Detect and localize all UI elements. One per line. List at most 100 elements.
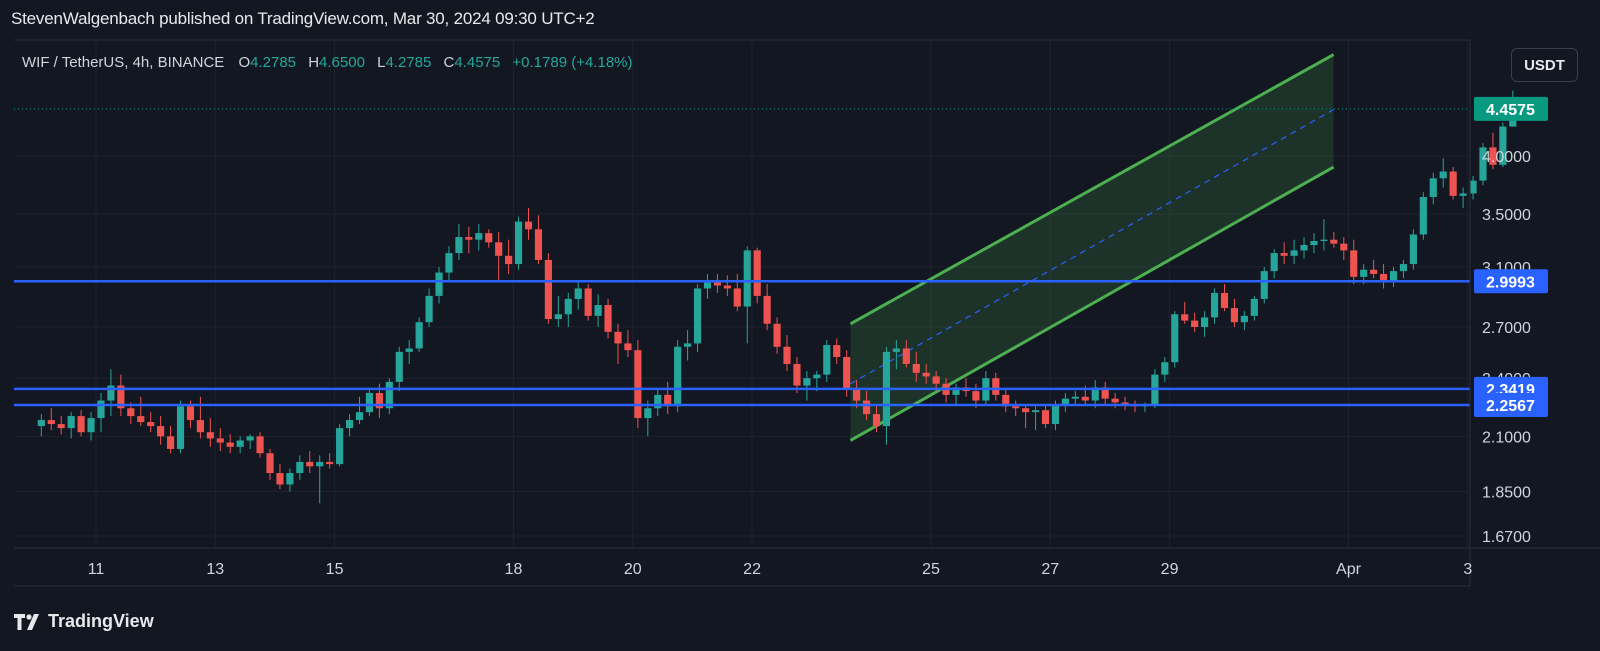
candle-body	[574, 288, 582, 299]
last-price-badge-label: 4.4575	[1486, 102, 1535, 119]
candle-body	[902, 348, 910, 364]
time-axis[interactable]: 11 13 15 18 20 22 25 27 29 Apr 3	[88, 561, 1473, 578]
candle-body	[186, 406, 195, 421]
candles	[37, 90, 1517, 504]
candle-body	[1031, 410, 1040, 413]
legend-high-label: H	[308, 54, 319, 71]
candle-body	[47, 420, 55, 425]
candle-body	[1310, 241, 1318, 245]
price-axis[interactable]: 4.00003.50003.10002.70002.40002.10001.85…	[1474, 96, 1548, 546]
price-tick-label: 3.5000	[1482, 207, 1531, 224]
candle-body	[733, 288, 741, 307]
time-tick-label: 22	[743, 561, 761, 578]
level-badge	[1474, 269, 1548, 294]
candle-body	[1240, 315, 1248, 323]
candle-body	[1071, 396, 1079, 399]
candle-body	[753, 250, 761, 296]
candle-body	[345, 420, 354, 429]
candle-body	[604, 304, 612, 332]
candle-body	[1439, 171, 1447, 179]
candle-body	[584, 288, 592, 316]
candle-body	[1121, 402, 1129, 405]
candle-body	[37, 420, 45, 427]
legend-open-label: O	[238, 54, 250, 71]
candle-body	[514, 221, 523, 265]
candle-body	[614, 331, 622, 344]
channel-fill	[850, 54, 1334, 441]
time-tick-label: 27	[1041, 561, 1059, 578]
legend-low-value: 4.2785	[385, 54, 431, 71]
legend-low-label: L	[377, 54, 385, 71]
price-tick-label: 4.0000	[1482, 149, 1531, 166]
candle-body	[1091, 387, 1099, 401]
candle-body	[246, 436, 254, 441]
level-badge	[1474, 393, 1548, 418]
candle-body	[415, 322, 423, 349]
candle-body	[853, 389, 861, 401]
channel-upper-line[interactable]	[849, 53, 1335, 326]
ohlc-legend: WIF / TetherUS, 4h, BINANCE O4.2785 H4.6…	[22, 54, 633, 71]
candle-body	[1419, 197, 1427, 235]
candle-body	[723, 285, 731, 289]
candle-body	[693, 288, 702, 344]
candle-body	[1489, 147, 1497, 165]
candle-body	[256, 436, 264, 454]
candle-body	[1161, 362, 1169, 375]
legend-change: +0.1789 (+4.18%)	[512, 54, 632, 71]
legend-close-value: 4.4575	[454, 54, 500, 71]
candle-body	[1250, 298, 1258, 316]
time-tick-label: 20	[624, 561, 642, 578]
candle-body	[1499, 126, 1507, 165]
candle-body	[932, 376, 940, 384]
grid	[14, 40, 1470, 548]
candle-body	[67, 416, 75, 429]
horizontal-levels[interactable]	[14, 108, 1470, 407]
candle-body	[147, 422, 155, 427]
candle-body	[1230, 308, 1239, 323]
legend-high-value: 4.6500	[319, 54, 365, 71]
axis-frame	[14, 39, 1600, 587]
price-tick-label: 1.6700	[1482, 529, 1531, 546]
candle-body	[813, 374, 821, 379]
candle-body	[1459, 193, 1467, 196]
time-tick-label: Apr	[1336, 561, 1362, 578]
candle-body	[157, 426, 165, 437]
candle-body	[843, 357, 851, 390]
level-badge-label: 2.9993	[1486, 274, 1535, 291]
footer-brand-text: TradingView	[48, 611, 154, 631]
candle-body	[117, 385, 125, 409]
candle-body	[1270, 253, 1278, 272]
candle-body	[1171, 314, 1179, 363]
candle-body	[1101, 387, 1109, 399]
candle-body	[664, 394, 672, 407]
candle-body	[1081, 396, 1089, 401]
candle-body	[833, 345, 841, 358]
tradingview-brand[interactable]: TradingView	[14, 611, 154, 632]
candle-body	[1469, 180, 1477, 194]
candle-body	[236, 440, 244, 447]
candle-body	[524, 221, 533, 230]
channel-lower-line[interactable]	[849, 165, 1335, 442]
candle-body	[544, 259, 552, 320]
candle-body	[1300, 244, 1308, 251]
channel-middle-line	[850, 109, 1334, 385]
candle-body	[972, 391, 980, 401]
candle-body	[773, 323, 781, 347]
candle-body	[743, 250, 751, 307]
candle-body	[266, 453, 274, 474]
candle-body	[1201, 317, 1209, 327]
candle-body	[872, 414, 881, 427]
candle-body	[97, 400, 105, 419]
candle-body	[1379, 273, 1388, 282]
parallel-channel[interactable]	[849, 53, 1335, 442]
time-tick-label: 29	[1161, 561, 1179, 578]
candle-body	[167, 436, 175, 449]
currency-unit-button[interactable]: USDT	[1511, 48, 1578, 82]
candle-body	[445, 253, 453, 273]
candle-body	[952, 387, 960, 395]
candle-body	[206, 432, 214, 439]
candle-body	[1260, 271, 1268, 299]
candle-body	[674, 346, 682, 407]
candle-body	[912, 363, 920, 373]
